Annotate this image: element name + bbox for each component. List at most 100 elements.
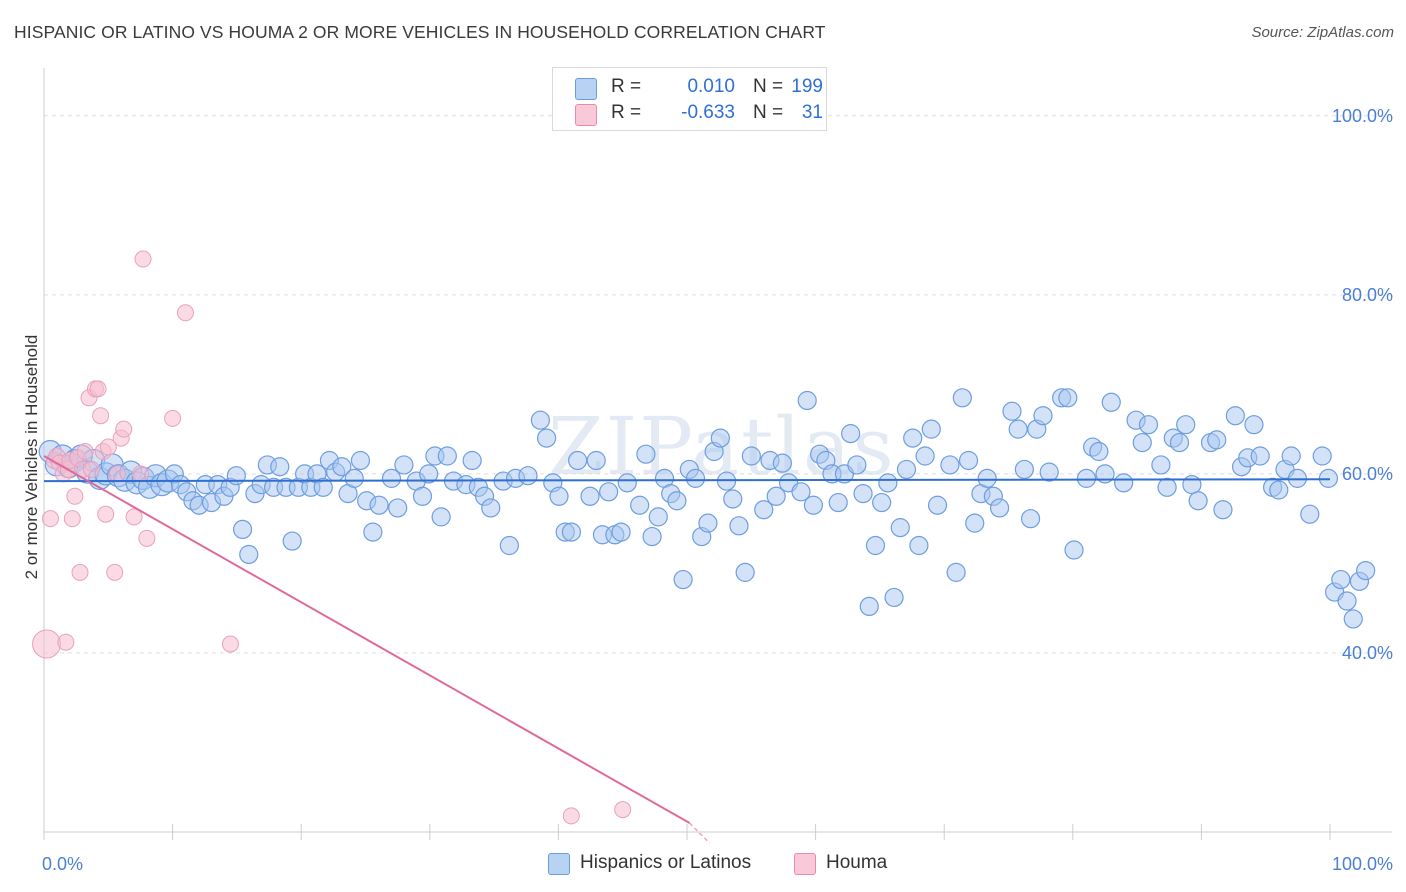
data-point-houma — [614, 801, 632, 819]
data-point-hispanics — [946, 562, 966, 582]
data-point-hispanics — [568, 450, 588, 471]
data-point-hispanics — [363, 522, 383, 542]
data-point-hispanics — [859, 596, 879, 617]
data-point-houma — [176, 304, 194, 322]
data-point-hispanics — [611, 522, 631, 542]
y-tick-label: 80.0% — [1342, 285, 1393, 305]
data-point-hispanics — [1064, 540, 1084, 560]
legend-swatch-blue — [548, 853, 570, 875]
data-point-hispanics — [698, 513, 718, 533]
data-point-hispanics — [754, 500, 774, 520]
legend-label-houma: Houma — [826, 852, 888, 873]
data-point-houma — [138, 529, 156, 547]
data-point-hispanics — [332, 457, 352, 477]
data-point-hispanics — [723, 489, 743, 509]
data-point-hispanics — [903, 428, 923, 448]
data-point-houma — [76, 443, 94, 461]
data-point-hispanics — [797, 390, 817, 411]
data-point-hispanics — [1281, 446, 1301, 466]
trend-line-hispanics — [43, 478, 1331, 483]
data-point-houma — [134, 250, 152, 268]
data-point-hispanics — [735, 562, 755, 582]
data-point-hispanics — [1014, 459, 1034, 480]
correlation-legend: R = 0.010 N = 199 R = -0.633 N = 31 — [552, 67, 827, 131]
gridlines — [44, 115, 1392, 654]
data-point-hispanics — [940, 455, 960, 475]
data-point-hispanics — [853, 484, 873, 504]
data-point-hispanics — [884, 587, 904, 608]
legend-r-value: -0.633 — [681, 102, 735, 123]
data-point-hispanics — [537, 428, 557, 448]
data-point-hispanics — [1343, 609, 1363, 629]
legend-r-label: R = — [611, 102, 642, 123]
data-point-houma — [562, 807, 580, 825]
y-tick-label: 60.0% — [1342, 464, 1393, 484]
data-point-hispanics — [1213, 500, 1233, 520]
data-point-hispanics — [226, 466, 246, 486]
data-point-hispanics — [865, 535, 886, 556]
data-point-hispanics — [580, 486, 600, 506]
data-point-hispanics — [741, 446, 761, 466]
legend-swatch-blue — [575, 78, 597, 100]
data-point-hispanics — [1089, 441, 1109, 462]
trend-line-houma-extension — [689, 822, 711, 844]
data-point-hispanics — [772, 453, 792, 473]
data-point-hispanics — [549, 486, 569, 506]
data-point-houma — [125, 508, 143, 526]
data-point-hispanics — [1008, 419, 1028, 439]
data-point-hispanics — [1033, 406, 1053, 426]
legend-row-houma: R = -0.633 N = 31 — [575, 102, 823, 128]
data-point-hispanics — [530, 410, 550, 430]
data-point-hispanics — [1269, 480, 1289, 500]
data-point-hispanics — [965, 513, 985, 533]
data-point-hispanics — [729, 516, 749, 536]
data-point-houma — [83, 460, 101, 478]
data-point-houma — [106, 563, 124, 581]
data-point-hispanics — [710, 428, 730, 448]
y-tick-label: 100.0% — [1332, 106, 1393, 126]
data-point-hispanics — [791, 482, 811, 502]
legend-r-label: R = — [611, 76, 642, 97]
legend-n-label: N = — [753, 102, 784, 123]
data-point-houma — [89, 380, 107, 398]
data-point-hispanics — [1176, 415, 1196, 435]
data-point-hispanics — [586, 450, 606, 471]
data-point-houma — [63, 510, 81, 528]
trend-lines — [43, 455, 1331, 844]
data-point-hispanics — [636, 444, 656, 464]
data-point-hispanics — [282, 531, 302, 551]
data-point-houma — [131, 465, 149, 483]
data-point-houma — [41, 510, 59, 528]
data-point-houma — [57, 633, 75, 651]
data-point-hispanics — [1312, 446, 1332, 466]
legend-label-hispanics: Hispanics or Latinos — [580, 852, 752, 873]
legend-n-label: N = — [753, 76, 784, 97]
data-point-hispanics — [499, 535, 519, 556]
data-point-hispanics — [667, 491, 687, 511]
data-point-hispanics — [419, 464, 439, 484]
data-point-hispanics — [878, 473, 898, 493]
data-point-hispanics — [1151, 455, 1171, 475]
data-point-hispanics — [388, 498, 408, 518]
data-point-hispanics — [1095, 464, 1115, 484]
legend-swatch-pink — [794, 853, 816, 875]
data-point-hispanics — [270, 457, 290, 477]
data-point-hispanics — [1132, 432, 1152, 453]
data-point-hispanics — [313, 477, 333, 497]
data-point-hispanics — [1058, 388, 1078, 408]
data-point-hispanics — [344, 468, 364, 488]
data-point-houma — [221, 635, 239, 653]
data-point-hispanics — [481, 498, 501, 518]
data-point-hispanics — [1356, 560, 1376, 581]
data-point-hispanics — [1169, 432, 1190, 453]
data-point-hispanics — [921, 419, 941, 439]
data-point-hispanics — [1138, 415, 1159, 435]
data-point-hispanics — [232, 519, 253, 540]
data-point-hispanics — [847, 455, 867, 475]
data-point-hispanics — [1020, 509, 1041, 529]
source-label: Source: ZipAtlas.com — [1251, 24, 1394, 41]
tick-labels: 40.0% 60.0% 80.0% 100.0% 0.0% 100.0% — [42, 106, 1393, 874]
data-point-houma — [164, 409, 182, 427]
data-point-hispanics — [841, 424, 861, 444]
